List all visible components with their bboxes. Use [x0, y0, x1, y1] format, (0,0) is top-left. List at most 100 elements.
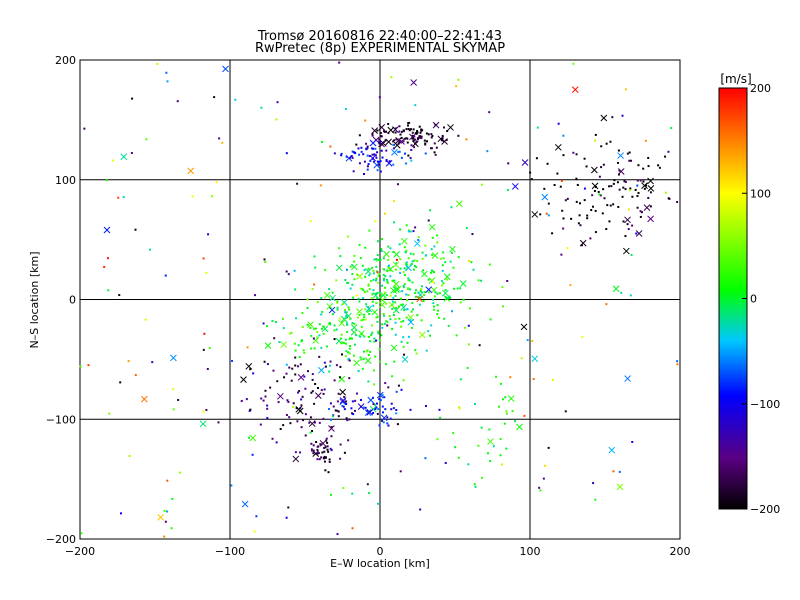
- data-point: [254, 294, 257, 297]
- data-point-cross: [516, 423, 523, 431]
- data-point: [287, 273, 290, 276]
- data-point: [333, 324, 336, 327]
- data-point: [264, 260, 267, 263]
- data-point-cross: [641, 182, 648, 190]
- data-point: [374, 220, 377, 223]
- data-point: [432, 308, 435, 311]
- data-point: [507, 162, 510, 165]
- data-point-cross: [140, 395, 148, 403]
- data-point-cross: [340, 315, 348, 323]
- data-point: [309, 431, 312, 434]
- data-point: [430, 133, 433, 136]
- data-point: [381, 156, 384, 159]
- data-point-cross: [541, 193, 549, 201]
- data-point: [465, 138, 468, 141]
- data-point: [348, 359, 351, 362]
- data-point: [594, 209, 597, 212]
- data-point: [636, 179, 639, 182]
- data-point: [352, 296, 355, 299]
- data-point: [389, 269, 392, 272]
- data-point: [205, 408, 208, 411]
- data-point: [311, 378, 314, 381]
- data-point: [381, 284, 384, 287]
- data-point-cross: [338, 319, 346, 327]
- data-point: [616, 181, 619, 184]
- data-point: [275, 118, 278, 121]
- data-point: [583, 157, 586, 160]
- data-point: [301, 339, 304, 342]
- data-point: [394, 294, 397, 297]
- data-point: [437, 309, 440, 312]
- data-point: [322, 325, 325, 328]
- data-point: [355, 143, 358, 146]
- data-point: [354, 399, 357, 402]
- data-point: [349, 287, 352, 290]
- data-point: [255, 515, 258, 518]
- data-point: [371, 300, 374, 303]
- data-point-cross: [647, 177, 654, 185]
- data-point: [320, 389, 323, 392]
- data-point: [406, 141, 409, 144]
- data-point: [600, 145, 603, 148]
- data-point: [387, 245, 390, 248]
- data-point: [448, 296, 451, 299]
- data-point: [569, 284, 572, 287]
- data-point: [356, 316, 359, 319]
- data-point: [386, 280, 389, 283]
- data-point: [374, 403, 377, 406]
- data-point: [562, 227, 565, 230]
- data-point: [287, 506, 290, 509]
- data-point: [622, 186, 625, 189]
- data-point: [310, 442, 313, 445]
- data-point: [393, 285, 396, 288]
- data-point: [385, 149, 388, 152]
- data-point: [480, 279, 483, 282]
- data-point: [416, 131, 419, 134]
- data-point: [560, 253, 563, 256]
- data-point: [384, 275, 387, 278]
- data-point: [375, 259, 378, 262]
- data-point: [309, 220, 312, 223]
- data-point: [406, 124, 409, 127]
- data-point: [389, 294, 392, 297]
- data-point: [370, 333, 373, 336]
- data-point: [299, 363, 302, 366]
- data-point: [644, 139, 647, 142]
- data-point: [80, 532, 83, 535]
- data-point: [383, 130, 386, 133]
- data-point: [536, 126, 539, 129]
- data-point: [206, 367, 209, 370]
- data-point: [285, 363, 288, 366]
- data-point: [341, 353, 344, 356]
- data-point: [480, 426, 483, 429]
- data-point: [297, 391, 300, 394]
- data-point: [304, 434, 307, 437]
- data-point: [545, 212, 548, 215]
- data-point: [373, 258, 376, 261]
- data-point: [376, 412, 379, 415]
- data-point: [404, 251, 407, 254]
- data-point-cross: [571, 86, 579, 93]
- data-point: [276, 380, 279, 383]
- data-point-cross: [405, 264, 412, 272]
- data-point: [310, 391, 313, 394]
- data-point: [316, 458, 319, 461]
- data-point: [294, 349, 297, 352]
- data-point: [164, 274, 167, 277]
- data-point: [119, 512, 122, 515]
- data-point: [374, 279, 377, 282]
- data-point: [412, 253, 415, 256]
- data-point-cross: [459, 280, 467, 287]
- data-point-cross: [390, 344, 398, 352]
- data-point: [127, 360, 130, 363]
- data-point: [414, 104, 417, 107]
- data-point: [260, 397, 263, 400]
- data-point: [551, 378, 554, 381]
- data-point: [562, 154, 565, 157]
- data-point: [514, 420, 517, 423]
- data-point: [363, 316, 366, 319]
- data-point: [148, 248, 151, 251]
- data-point: [278, 341, 281, 344]
- data-point: [286, 399, 289, 402]
- data-point: [202, 257, 205, 260]
